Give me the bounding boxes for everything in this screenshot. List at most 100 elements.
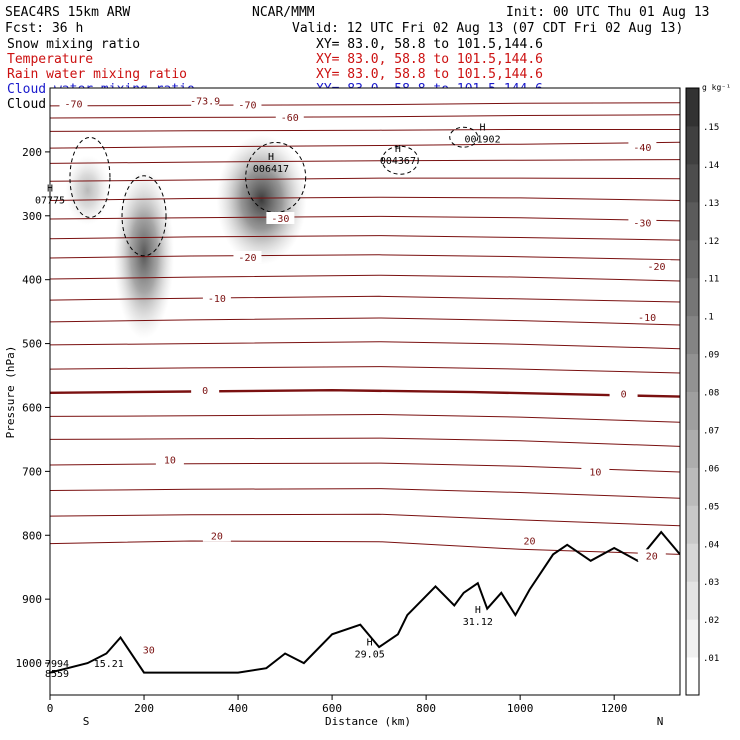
isotherm-label: 10 [164, 456, 176, 467]
label-bg [59, 97, 88, 110]
isotherm-line [50, 341, 680, 350]
snow-ice-core [114, 169, 175, 340]
colorbar-tick-label: .08 [703, 389, 719, 399]
colorbar-cell [686, 467, 699, 506]
isotherm-label: 30 [143, 645, 155, 656]
label-bg [609, 387, 638, 400]
colorbar-tick-label: .07 [703, 426, 719, 436]
high-marker: H [268, 152, 274, 163]
colorbar-cell [686, 581, 699, 620]
colorbar-cell [686, 88, 699, 127]
x-tick-label: 600 [322, 702, 342, 715]
colorbar-cell [686, 239, 699, 279]
colorbar-cell [686, 657, 699, 696]
label-bg [202, 291, 231, 304]
colorbar-cell [686, 391, 699, 430]
isotherm-line [50, 254, 680, 261]
label-bg [581, 465, 610, 478]
colorbar-cell [686, 201, 699, 241]
x-tick-label: 200 [134, 702, 154, 715]
init-time: Init: 00 UTC Thu 01 Aug 13 [506, 5, 710, 20]
isotherm-line [50, 513, 680, 527]
colorbar-tick-label: .01 [703, 654, 719, 664]
colorbar-cell [686, 277, 699, 317]
isotherm-label: 10 [589, 468, 601, 479]
isotherm-line [50, 215, 680, 222]
high-marker: H [480, 122, 486, 133]
label-bg [633, 311, 662, 324]
extremum-value: 004367 [380, 156, 416, 167]
colorbar-cell [686, 543, 699, 582]
isotherm-label: -10 [638, 313, 656, 324]
label-bg [637, 549, 666, 562]
y-tick-label: 700 [22, 465, 42, 478]
high-marker: H [475, 605, 481, 616]
isotherm-line [50, 235, 680, 241]
isotherm-line [50, 141, 680, 149]
label-bg [515, 534, 544, 547]
isotherm-label: 20 [211, 532, 223, 543]
y-tick-label: 200 [22, 146, 42, 159]
isotherm-label: 20 [646, 551, 658, 562]
label-bg [266, 211, 295, 224]
label-bg [233, 98, 262, 111]
label-bg [233, 250, 262, 263]
snow-ice-core [216, 134, 307, 265]
label-bg [275, 111, 304, 124]
isotherm-label: -40 [633, 143, 651, 154]
colorbar-frame [685, 87, 700, 696]
extremum-value: 001902 [464, 134, 500, 145]
x-tick-label: 1200 [601, 702, 628, 715]
field-name: Temperature [7, 52, 93, 67]
label-bg [628, 141, 657, 154]
y-tick-label: 1000 [16, 657, 43, 670]
x-axis-label: Distance (km) [325, 715, 411, 728]
colorbar-cell [686, 163, 699, 203]
high-marker: H [395, 144, 401, 155]
isotherm-line [50, 488, 680, 499]
cloud-ice-contour [69, 136, 111, 218]
field-xy: XY= 83.0, 58.8 to 101.5,144.6 [316, 37, 543, 52]
isotherm-line [50, 366, 680, 374]
field-xy: XY= 83.0, 58.8 to 101.5,144.6 [316, 67, 543, 82]
isotherm-line [50, 129, 680, 132]
y-tick-label: 500 [22, 338, 42, 351]
south-label: S [83, 715, 90, 728]
temperature-isotherms [50, 102, 680, 555]
isotherm-line [50, 540, 680, 555]
isotherm-line [50, 462, 680, 473]
extremum-value: 006417 [253, 164, 289, 175]
colorbar-tick-label: .04 [703, 540, 719, 550]
north-label: N [657, 715, 664, 728]
isotherm-label: -10 [208, 294, 226, 305]
field-name: Rain water mixing ratio [7, 67, 187, 82]
cloud-ice-contour [121, 175, 167, 257]
y-tick-label: 900 [22, 593, 42, 606]
isotherm-label: -73.9 [190, 96, 220, 107]
isotherm-line [50, 274, 680, 282]
terrain-line [50, 530, 680, 674]
isotherm-label: -20 [238, 253, 256, 264]
colorbar: .01 .02 .03 .04 .05 .06 .07 .08 .09 .1 .11 .12 .13 .1… [685, 83, 731, 696]
colorbar-tick-label: .1 [703, 313, 714, 323]
label-bg [134, 643, 163, 656]
colorbar-cell [686, 125, 699, 165]
colorbar-cell [686, 429, 699, 468]
colorbar-unit: g kg⁻¹ [702, 83, 731, 92]
x-tick-label: 0 [47, 702, 54, 715]
y-axis: 200 300 400 500 600 700 800 900 1000 [16, 146, 50, 670]
colorbar-tick-label: .11 [703, 275, 719, 285]
terrain-profile [50, 530, 680, 674]
field-name: Snow mixing ratio [7, 37, 140, 52]
valid-time: Valid: 12 UTC Fri 02 Aug 13 (07 CDT Fri … [292, 21, 683, 36]
y-axis-label: Pressure (hPa) [4, 346, 17, 439]
field-xy: XY= 83.0, 58.8 to 101.5,144.6 [316, 52, 543, 67]
label-bg [191, 383, 220, 396]
colorbar-tick-label: .06 [703, 464, 719, 474]
center-title: NCAR/MMM [252, 5, 315, 20]
contour-labels: -73.9 -70 -70 -60 -40 -30 -30 -20 -20 -10 -10 0 0 10 1… [59, 94, 671, 656]
forecast-hour: Fcst: 36 h [5, 21, 83, 36]
colorbar-tick-label: .02 [703, 616, 719, 626]
y-tick-label: 800 [22, 529, 42, 542]
